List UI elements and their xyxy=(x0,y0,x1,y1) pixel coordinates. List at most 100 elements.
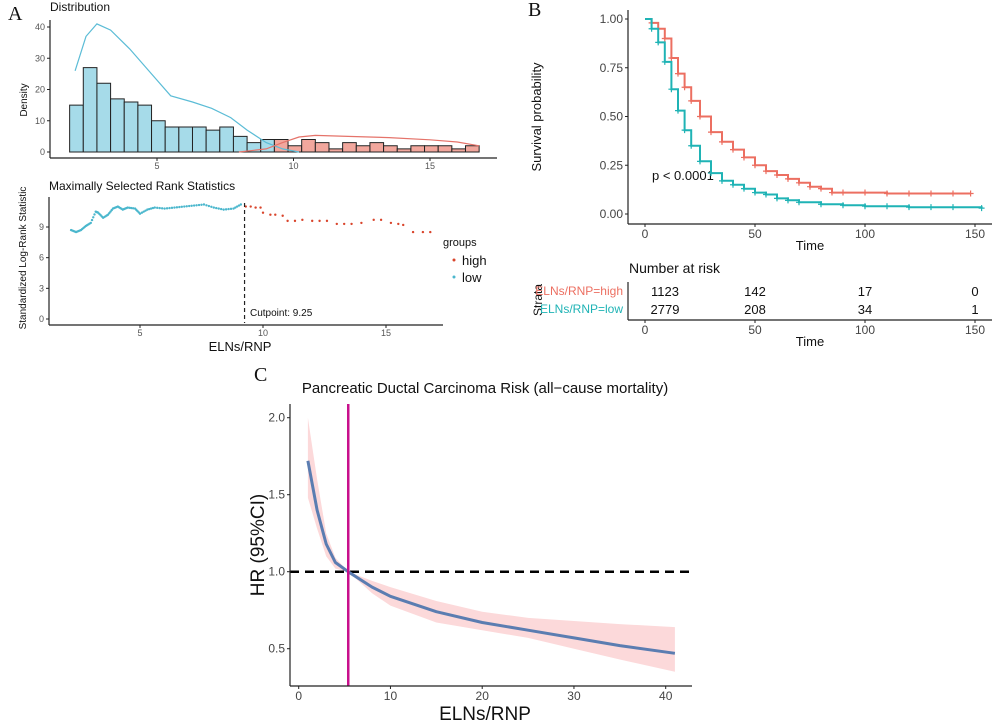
histogram-bar-high xyxy=(383,145,398,153)
histogram-bar-high xyxy=(369,142,385,153)
point-low xyxy=(205,204,208,207)
maxstat-xlabel: ELNs/RNP xyxy=(209,339,272,354)
censor-mark xyxy=(688,97,695,104)
point-low xyxy=(151,206,155,210)
distribution-y-tick-label: 0 xyxy=(40,147,45,157)
rcs-y-tick-label: 2.0 xyxy=(268,411,285,425)
point-high xyxy=(389,221,393,225)
rcs-xlabel: ELNs/RNP xyxy=(439,704,531,724)
rcs-y-tick-label: 1.5 xyxy=(268,488,285,502)
point-low xyxy=(148,207,151,211)
histogram-bar-low xyxy=(137,104,153,153)
legend-label-high: high xyxy=(462,253,487,268)
histogram-bar-high xyxy=(437,145,453,153)
rcs-ylabel: HR (95%CI) xyxy=(248,494,269,596)
point-low xyxy=(128,206,131,210)
point-high xyxy=(259,206,262,209)
point-low xyxy=(144,209,147,212)
km-ylabel: Survival probability xyxy=(529,62,544,172)
point-low xyxy=(153,206,156,209)
censor-mark xyxy=(675,107,681,114)
rcs-title: Pancreatic Ductal Carcinoma Risk (all−ca… xyxy=(302,380,668,397)
censor-mark xyxy=(708,170,714,177)
hr-curve xyxy=(306,460,676,655)
distribution-y-tick-label: 20 xyxy=(35,85,45,95)
censor-mark xyxy=(950,190,956,197)
point-low xyxy=(197,203,201,207)
censor-mark xyxy=(763,168,769,175)
point-low xyxy=(132,207,135,210)
density-curve-low xyxy=(74,23,300,153)
point-low xyxy=(239,203,243,206)
risk-table-cell: 0 xyxy=(971,284,978,299)
point-low xyxy=(130,206,133,210)
distribution-x-tick-label: 5 xyxy=(154,161,159,171)
risk-table-cell: 142 xyxy=(744,284,766,299)
point-high xyxy=(372,218,375,222)
risk-table-strata-label: Strata xyxy=(531,284,545,316)
km-x-tick-label: 150 xyxy=(965,227,985,241)
density-curve-high xyxy=(238,134,480,153)
censor-mark xyxy=(906,190,912,197)
risk-table-cell: 208 xyxy=(744,302,766,317)
point-low xyxy=(149,207,153,210)
panel-label-b: B xyxy=(528,0,541,21)
point-low xyxy=(202,203,206,206)
point-low xyxy=(234,206,237,209)
point-low xyxy=(175,206,179,209)
distribution-x-tick-label: 10 xyxy=(288,161,298,171)
point-high xyxy=(249,205,252,208)
censor-mark xyxy=(829,189,835,196)
censor-mark xyxy=(774,172,780,178)
censor-mark xyxy=(774,195,780,202)
maxstat-y-tick-label: 0 xyxy=(39,314,44,324)
point-low xyxy=(173,206,176,209)
km-x-tick-label: 0 xyxy=(642,227,649,241)
histogram-bar-high xyxy=(424,145,439,153)
distribution-y-tick-label: 40 xyxy=(35,22,45,32)
point-high xyxy=(335,222,338,226)
point-low xyxy=(210,205,213,209)
km-plot: 0 50 100 150 0.00 0.25 0.50 0.75 1.00 xyxy=(600,10,992,241)
point-high xyxy=(360,221,363,225)
point-low xyxy=(227,207,230,211)
risk-table-title: Number at risk xyxy=(629,260,721,276)
risk-table-x-tick-label: 100 xyxy=(855,323,875,337)
censor-mark xyxy=(675,70,681,77)
point-high xyxy=(286,219,289,223)
histogram-bar-high xyxy=(464,145,480,153)
panel-label-a: A xyxy=(8,3,23,25)
point-high xyxy=(342,222,346,226)
censor-mark xyxy=(661,35,668,42)
legend-label-low: low xyxy=(462,270,482,285)
point-low xyxy=(138,212,142,215)
point-high xyxy=(411,230,415,234)
km-y-tick-label: 0.50 xyxy=(600,110,624,124)
point-high xyxy=(293,219,297,223)
censor-mark xyxy=(708,129,714,136)
point-low xyxy=(160,207,164,210)
point-low xyxy=(156,206,159,210)
point-high xyxy=(379,218,383,222)
censor-mark xyxy=(818,185,824,192)
point-low xyxy=(212,206,215,209)
point-low xyxy=(140,211,144,214)
rcs-x-tick-label: 10 xyxy=(384,689,398,703)
cutpoint-label: Cutpoint: 9.25 xyxy=(250,308,313,319)
histogram-bar-low xyxy=(191,126,207,153)
point-high xyxy=(402,223,405,227)
point-low xyxy=(185,205,188,208)
censor-mark xyxy=(752,162,758,169)
point-high xyxy=(429,230,432,234)
point-high xyxy=(281,214,284,217)
point-low xyxy=(183,205,186,208)
histogram-bar-low xyxy=(260,139,275,153)
maxstat-x-tick-label: 10 xyxy=(258,328,268,338)
censor-mark xyxy=(840,202,846,209)
point-low xyxy=(168,206,171,210)
maxstat-y-tick-label: 3 xyxy=(39,283,44,293)
point-low xyxy=(229,207,233,211)
point-low xyxy=(92,216,95,219)
point-low xyxy=(232,207,235,210)
censor-mark xyxy=(884,203,890,210)
